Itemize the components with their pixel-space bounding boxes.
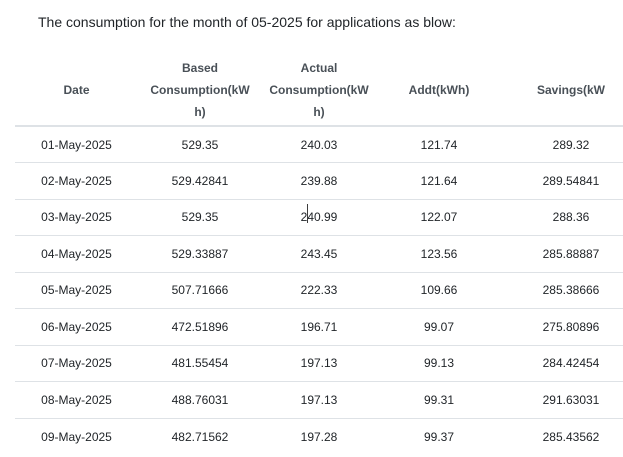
col-header-based-consumption: Based Consumption(kW h): [138, 55, 262, 127]
table-cell: 291.63031: [502, 381, 623, 418]
table-cell: 99.07: [376, 308, 502, 345]
table-cell: 529.42841: [138, 162, 262, 199]
table-cell: 289.54841: [502, 162, 623, 199]
table-cell: 04-May-2025: [15, 235, 138, 272]
consumption-table: Date Based Consumption(kW h) Actual Cons…: [15, 55, 623, 455]
col-header-date: Date: [15, 55, 138, 127]
table-cell: 222.33: [262, 271, 376, 309]
table-row: 08-May-2025 488.76031 197.13 99.31 291.63031: [15, 381, 623, 418]
table-cell: 243.45: [262, 235, 376, 272]
table-cell: 285.88887: [502, 235, 623, 272]
table-cell: 197.13: [262, 344, 376, 382]
table-cell: 507.71666: [138, 271, 262, 309]
table-cell: 284.42454: [502, 344, 623, 382]
table-cell: 488.76031: [138, 381, 262, 418]
table-cell: 121.74: [420, 137, 458, 152]
table-header: Date Based Consumption(kW h) Actual Cons…: [15, 55, 623, 127]
table-cell: 07-May-2025: [15, 344, 138, 382]
table-cell: 99.13: [376, 344, 502, 382]
col-header-addt: Addt(kWh): [376, 55, 502, 127]
table-cell: 122.07: [376, 198, 502, 236]
table-row: 02-May-2025 529.42841 239.88 121.64 289.5484…: [15, 162, 623, 199]
col-header-savings: Savings(kW: [502, 55, 623, 127]
table-cell: 529.35: [181, 137, 219, 152]
table-row: 01-May-2025 529.35 240.03 121.74 289.32: [15, 126, 623, 163]
table-cell: 06-May-2025: [15, 308, 138, 345]
table-cell: 03-May-2025: [15, 198, 138, 236]
table-row: 05-May-2025 507.71666 222.33 109.66 285.3866…: [15, 271, 623, 309]
table-cell: 123.56: [376, 235, 502, 272]
table-cell: 240.03: [300, 137, 338, 152]
table-cell: 109.66: [376, 271, 502, 309]
table-header-row: Date Based Consumption(kW h) Actual Cons…: [15, 55, 623, 127]
table-cell: 02-May-2025: [15, 162, 138, 199]
table-row: 03-May-2025 529.35 240.99 122.07 288.36: [15, 198, 623, 236]
table-cell: 121.64: [376, 162, 502, 199]
page-title: The consumption for the month of 05-2025…: [38, 14, 456, 30]
table-cell: 482.71562: [138, 417, 262, 455]
table-cell: 285.43562: [502, 417, 623, 455]
table-row: 07-May-2025 481.55454 197.13 99.13 284.42454: [15, 344, 623, 382]
table-cell: 481.55454: [138, 344, 262, 382]
table-cell: 239.88: [262, 162, 376, 199]
table-row: 04-May-2025 529.33887 243.45 123.56 285.8888…: [15, 235, 623, 272]
table-cell: 472.51896: [138, 308, 262, 345]
table-cell: 275.80896: [502, 308, 623, 345]
table-cell: 99.31: [376, 381, 502, 418]
table-cell: 08-May-2025: [15, 381, 138, 418]
table-row: 09-May-2025 482.71562 197.28 99.37 285.43562: [15, 417, 623, 455]
table-cell: 05-May-2025: [15, 271, 138, 309]
table-cell: 01-May-2025: [41, 137, 112, 152]
table-cell: 288.36: [502, 198, 623, 236]
table-cell: 197.13: [262, 381, 376, 418]
table-cell: 529.33887: [138, 235, 262, 272]
table-cell: 196.71: [262, 308, 376, 345]
table-row: 06-May-2025 472.51896 196.71 99.07 275.80896: [15, 308, 623, 345]
table-cell: 285.38666: [502, 271, 623, 309]
table-body: 01-May-2025 529.35 240.03 121.74 289.32 02-Ma…: [15, 126, 623, 455]
table-cell: 529.35: [138, 198, 262, 236]
table-cell: 99.37: [376, 417, 502, 455]
col-header-actual-consumption: Actual Consumption(kW h): [262, 55, 376, 127]
table-cell: 240.99: [262, 198, 376, 236]
text-cursor-artifact: [307, 204, 308, 223]
table-cell: 197.28: [262, 417, 376, 455]
table-cell: 09-May-2025: [15, 417, 138, 455]
table-cell: 289.32: [552, 137, 590, 152]
